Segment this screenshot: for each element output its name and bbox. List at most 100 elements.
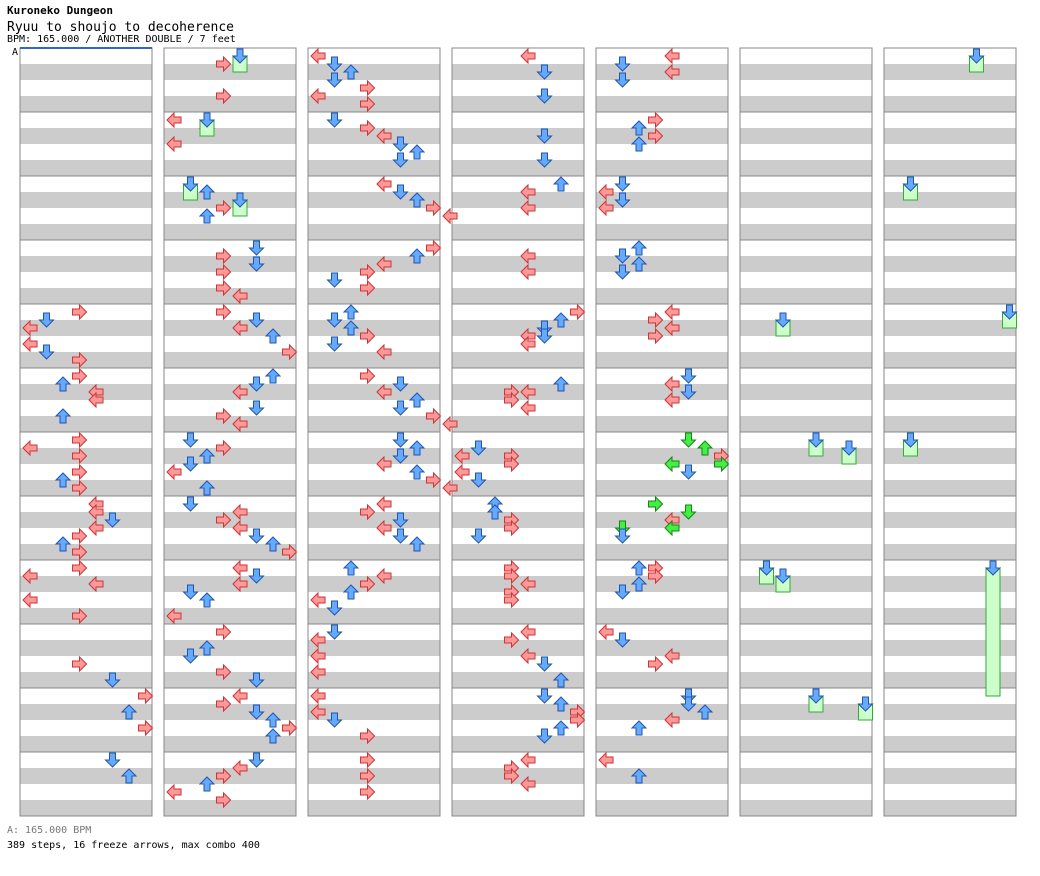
up-arrow xyxy=(486,504,504,520)
beat-stripe xyxy=(452,96,584,112)
left-arrow xyxy=(454,447,470,465)
left-arrow xyxy=(232,575,248,593)
beat-stripe xyxy=(308,528,440,544)
down-arrow xyxy=(392,400,409,416)
left-arrow xyxy=(376,343,392,361)
beat-stripe xyxy=(164,256,296,272)
left-arrow xyxy=(88,391,104,409)
left-arrow xyxy=(22,335,38,353)
chart-column xyxy=(883,47,1017,817)
right-arrow xyxy=(216,663,232,681)
left-arrow xyxy=(520,575,536,593)
beat-stripe xyxy=(20,768,152,784)
beat-stripe xyxy=(308,560,440,576)
left-arrow xyxy=(310,47,326,65)
beat-stripe xyxy=(884,352,1016,368)
beat-stripe xyxy=(884,592,1016,608)
right-arrow xyxy=(648,127,664,145)
up-arrow xyxy=(408,536,426,552)
down-arrow xyxy=(902,176,919,192)
up-arrow xyxy=(54,472,72,488)
left-arrow xyxy=(520,199,536,217)
beat-stripe xyxy=(884,736,1016,752)
beat-stripe xyxy=(164,576,296,592)
beat-stripe xyxy=(596,160,728,176)
left-arrow xyxy=(376,383,392,401)
down-arrow xyxy=(614,72,631,88)
up-arrow xyxy=(630,120,648,136)
right-arrow xyxy=(570,711,586,729)
column-border xyxy=(451,47,585,817)
left-arrow xyxy=(376,455,392,473)
right-arrow xyxy=(216,55,232,73)
left-arrow xyxy=(664,647,680,665)
up-arrow xyxy=(630,256,648,272)
beat-stripe xyxy=(884,768,1016,784)
beat-stripe xyxy=(20,256,152,272)
down-arrow xyxy=(614,248,631,264)
left-arrow xyxy=(520,263,536,281)
beat-stripe xyxy=(164,128,296,144)
beat-stripe xyxy=(20,512,152,528)
beat-stripe xyxy=(596,544,728,560)
beat-stripe xyxy=(308,304,440,320)
beat-stripe xyxy=(308,544,440,560)
right-arrow xyxy=(72,447,88,465)
down-arrow xyxy=(984,560,1002,576)
beat-stripe xyxy=(20,80,152,96)
down-arrow xyxy=(536,656,553,672)
beat-stripe xyxy=(740,144,872,160)
right-arrow xyxy=(648,327,664,345)
beat-stripe xyxy=(452,112,584,128)
left-arrow xyxy=(598,183,614,201)
left-arrow xyxy=(310,647,326,665)
beat-stripe xyxy=(740,544,872,560)
down-arrow xyxy=(392,376,409,392)
left-arrow xyxy=(664,319,680,337)
down-arrow xyxy=(614,584,631,600)
beat-stripe xyxy=(308,256,440,272)
right-arrow xyxy=(216,87,232,105)
beat-stripe xyxy=(20,192,152,208)
down-arrow xyxy=(536,64,553,80)
left-arrow xyxy=(232,415,248,433)
beat-stripe xyxy=(20,736,152,752)
beat-stripe xyxy=(596,240,728,256)
down-arrow xyxy=(231,48,249,64)
down-arrow xyxy=(614,632,631,648)
down-arrow xyxy=(326,600,343,616)
beat-stripe xyxy=(308,176,440,192)
beat-stripe xyxy=(740,80,872,96)
down-arrow xyxy=(758,560,775,576)
beat-stripe xyxy=(740,224,872,240)
down-arrow xyxy=(680,368,697,384)
down-arrow xyxy=(536,88,553,104)
beat-stripe xyxy=(164,496,296,512)
down-arrow xyxy=(968,48,985,64)
column-border xyxy=(595,47,729,817)
down-arrow xyxy=(392,136,409,152)
beat-stripe xyxy=(164,784,296,800)
left-arrow xyxy=(664,47,680,65)
up-arrow xyxy=(408,144,426,160)
left-arrow xyxy=(520,183,536,201)
beat-stripe xyxy=(308,112,440,128)
beat-stripe xyxy=(884,544,1016,560)
beat-stripe xyxy=(164,448,296,464)
up-arrow xyxy=(408,248,426,264)
down-arrow xyxy=(326,112,343,128)
right-arrow xyxy=(216,279,232,297)
left-arrow xyxy=(664,519,680,537)
beat-stripe xyxy=(164,368,296,384)
right-arrow xyxy=(504,455,520,473)
beat-stripe xyxy=(596,576,728,592)
left-arrow xyxy=(520,623,536,641)
right-arrow xyxy=(282,543,298,561)
right-arrow xyxy=(360,95,376,113)
beat-stripe xyxy=(596,784,728,800)
up-arrow xyxy=(552,696,570,712)
left-arrow xyxy=(376,495,392,513)
down-arrow xyxy=(614,528,631,544)
beat-stripe xyxy=(740,672,872,688)
beat-stripe xyxy=(164,416,296,432)
